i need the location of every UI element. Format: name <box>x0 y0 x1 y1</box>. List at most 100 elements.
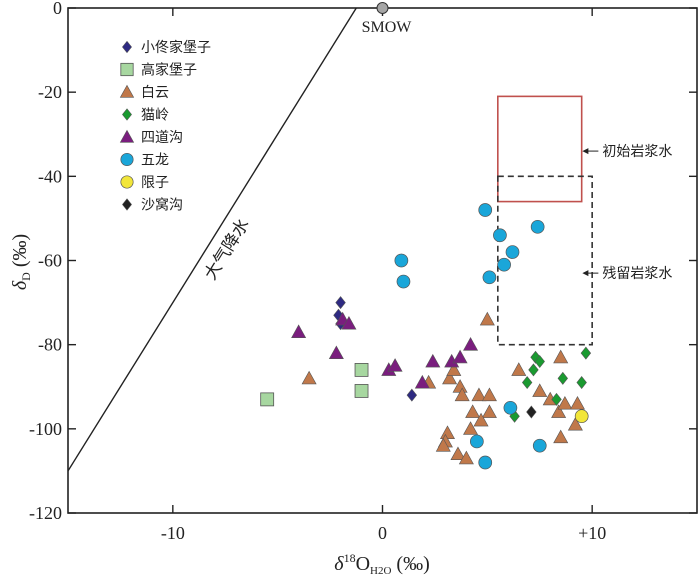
x-tick-label-0: -10 <box>161 523 185 543</box>
legend-label-2: 白云 <box>141 85 169 101</box>
point-s5-4 <box>482 270 497 285</box>
point-s2-22 <box>553 429 569 444</box>
point-s2-19 <box>551 404 567 418</box>
legend-marker-4 <box>119 129 135 143</box>
data-points <box>260 203 592 470</box>
point-s2-7 <box>481 387 497 402</box>
point-s2-8 <box>481 404 497 418</box>
point-s5-11 <box>532 438 547 453</box>
legend-marker-1 <box>120 62 134 77</box>
legend-marker-0 <box>122 40 132 54</box>
point-s3-1 <box>534 355 545 368</box>
y-tick-label-5: -100 <box>29 419 62 439</box>
x-tick-label-2: +10 <box>578 523 606 543</box>
legend-label-6: 限子 <box>141 175 169 191</box>
point-s5-5 <box>530 219 545 234</box>
point-s4-5 <box>387 358 403 372</box>
point-s2-0 <box>301 370 317 385</box>
gmwl-group <box>68 8 358 472</box>
residual-magmatic-water-box <box>497 175 593 346</box>
legend-marker-7 <box>122 198 132 211</box>
point-s7-0 <box>526 405 537 419</box>
legend-label-0: 小佟家堡子 <box>141 39 211 56</box>
point-s2-23 <box>569 395 585 410</box>
point-s5-1 <box>493 228 507 243</box>
x-tick-label-1: 0 <box>378 523 387 543</box>
point-s2-20 <box>557 395 573 410</box>
point-s5-2 <box>497 257 511 272</box>
legend-label-4: 四道沟 <box>141 130 183 146</box>
smow-marker <box>376 2 389 14</box>
point-s2-10 <box>473 412 489 427</box>
point-s4-9 <box>452 349 468 364</box>
point-s2-2 <box>442 370 458 385</box>
point-s2-17 <box>532 383 548 397</box>
y-tick-label-2: -40 <box>38 166 62 186</box>
point-s4-1 <box>328 345 344 359</box>
point-s2-9 <box>463 421 479 435</box>
legend-marker-2 <box>119 84 135 98</box>
point-s3-6 <box>576 376 587 390</box>
point-s2-25 <box>553 349 569 364</box>
point-s1-0 <box>260 392 275 407</box>
point-s1-1 <box>354 384 369 398</box>
point-s2-26 <box>446 362 462 376</box>
y-tick-label-0: 0 <box>53 0 62 18</box>
point-s3-7 <box>551 392 562 406</box>
point-s2-21 <box>567 417 583 431</box>
point-s2-16 <box>479 311 495 326</box>
residual-magmatic-water-box-label: 残留岩浆水 <box>602 266 672 282</box>
y-tick-label-3: -60 <box>38 251 62 271</box>
legend-marker-3 <box>122 108 132 121</box>
y-tick-label-1: -20 <box>38 82 62 102</box>
point-s5-6 <box>394 253 409 268</box>
point-s2-13 <box>435 438 451 452</box>
legend-label-1: 高家堡子 <box>141 62 197 79</box>
point-s2-14 <box>450 446 466 460</box>
legend-label-7: 沙窝沟 <box>141 197 183 214</box>
point-s4-10 <box>463 337 479 351</box>
point-s5-8 <box>470 434 484 449</box>
legend-label-3: 猫岭 <box>141 108 169 124</box>
point-s5-7 <box>396 274 411 289</box>
y-tick-label-4: -80 <box>38 335 62 355</box>
y-tick-label-6: -120 <box>29 503 62 523</box>
point-s3-3 <box>521 376 533 390</box>
axis-ticks: -10 0 +100-20-40-60-80-100-120 <box>29 0 697 543</box>
legend-label-5: 五龙 <box>141 153 169 169</box>
point-s3-4 <box>557 371 568 385</box>
point-s4-6 <box>414 374 430 389</box>
primary-magmatic-water-box <box>497 95 583 203</box>
point-s5-10 <box>503 400 518 415</box>
point-s0-0 <box>335 296 346 310</box>
y-axis-title: δD (‰) <box>9 234 33 290</box>
point-s4-3 <box>341 316 357 330</box>
point-s0-3 <box>406 388 418 402</box>
gmwl-line <box>68 8 358 472</box>
point-s1-2 <box>354 363 369 377</box>
legend-marker-6 <box>120 175 134 189</box>
primary-magmatic-water-box-label: 初始岩浆水 <box>602 143 672 160</box>
residual-magmatic-water-box-arrowhead <box>582 270 589 277</box>
point-s2-5 <box>465 404 481 418</box>
point-s2-24 <box>511 362 527 376</box>
point-s2-4 <box>454 387 470 402</box>
point-s5-3 <box>505 245 520 259</box>
point-s2-15 <box>458 450 474 465</box>
point-s6-0 <box>574 409 589 424</box>
x-axis-title: δ18OH2O (‰) <box>334 551 429 577</box>
point-s3-2 <box>528 363 539 377</box>
point-s2-6 <box>471 387 487 402</box>
primary-magmatic-water-box-arrowhead <box>582 148 589 155</box>
plot-frame <box>67 7 698 514</box>
legend-marker-5 <box>120 152 134 167</box>
smow-label: SMOW <box>362 19 413 36</box>
point-s4-7 <box>425 353 441 368</box>
point-s3-0 <box>530 350 541 364</box>
point-s3-5 <box>580 346 592 360</box>
point-s5-9 <box>478 455 493 470</box>
point-s4-0 <box>291 324 307 338</box>
